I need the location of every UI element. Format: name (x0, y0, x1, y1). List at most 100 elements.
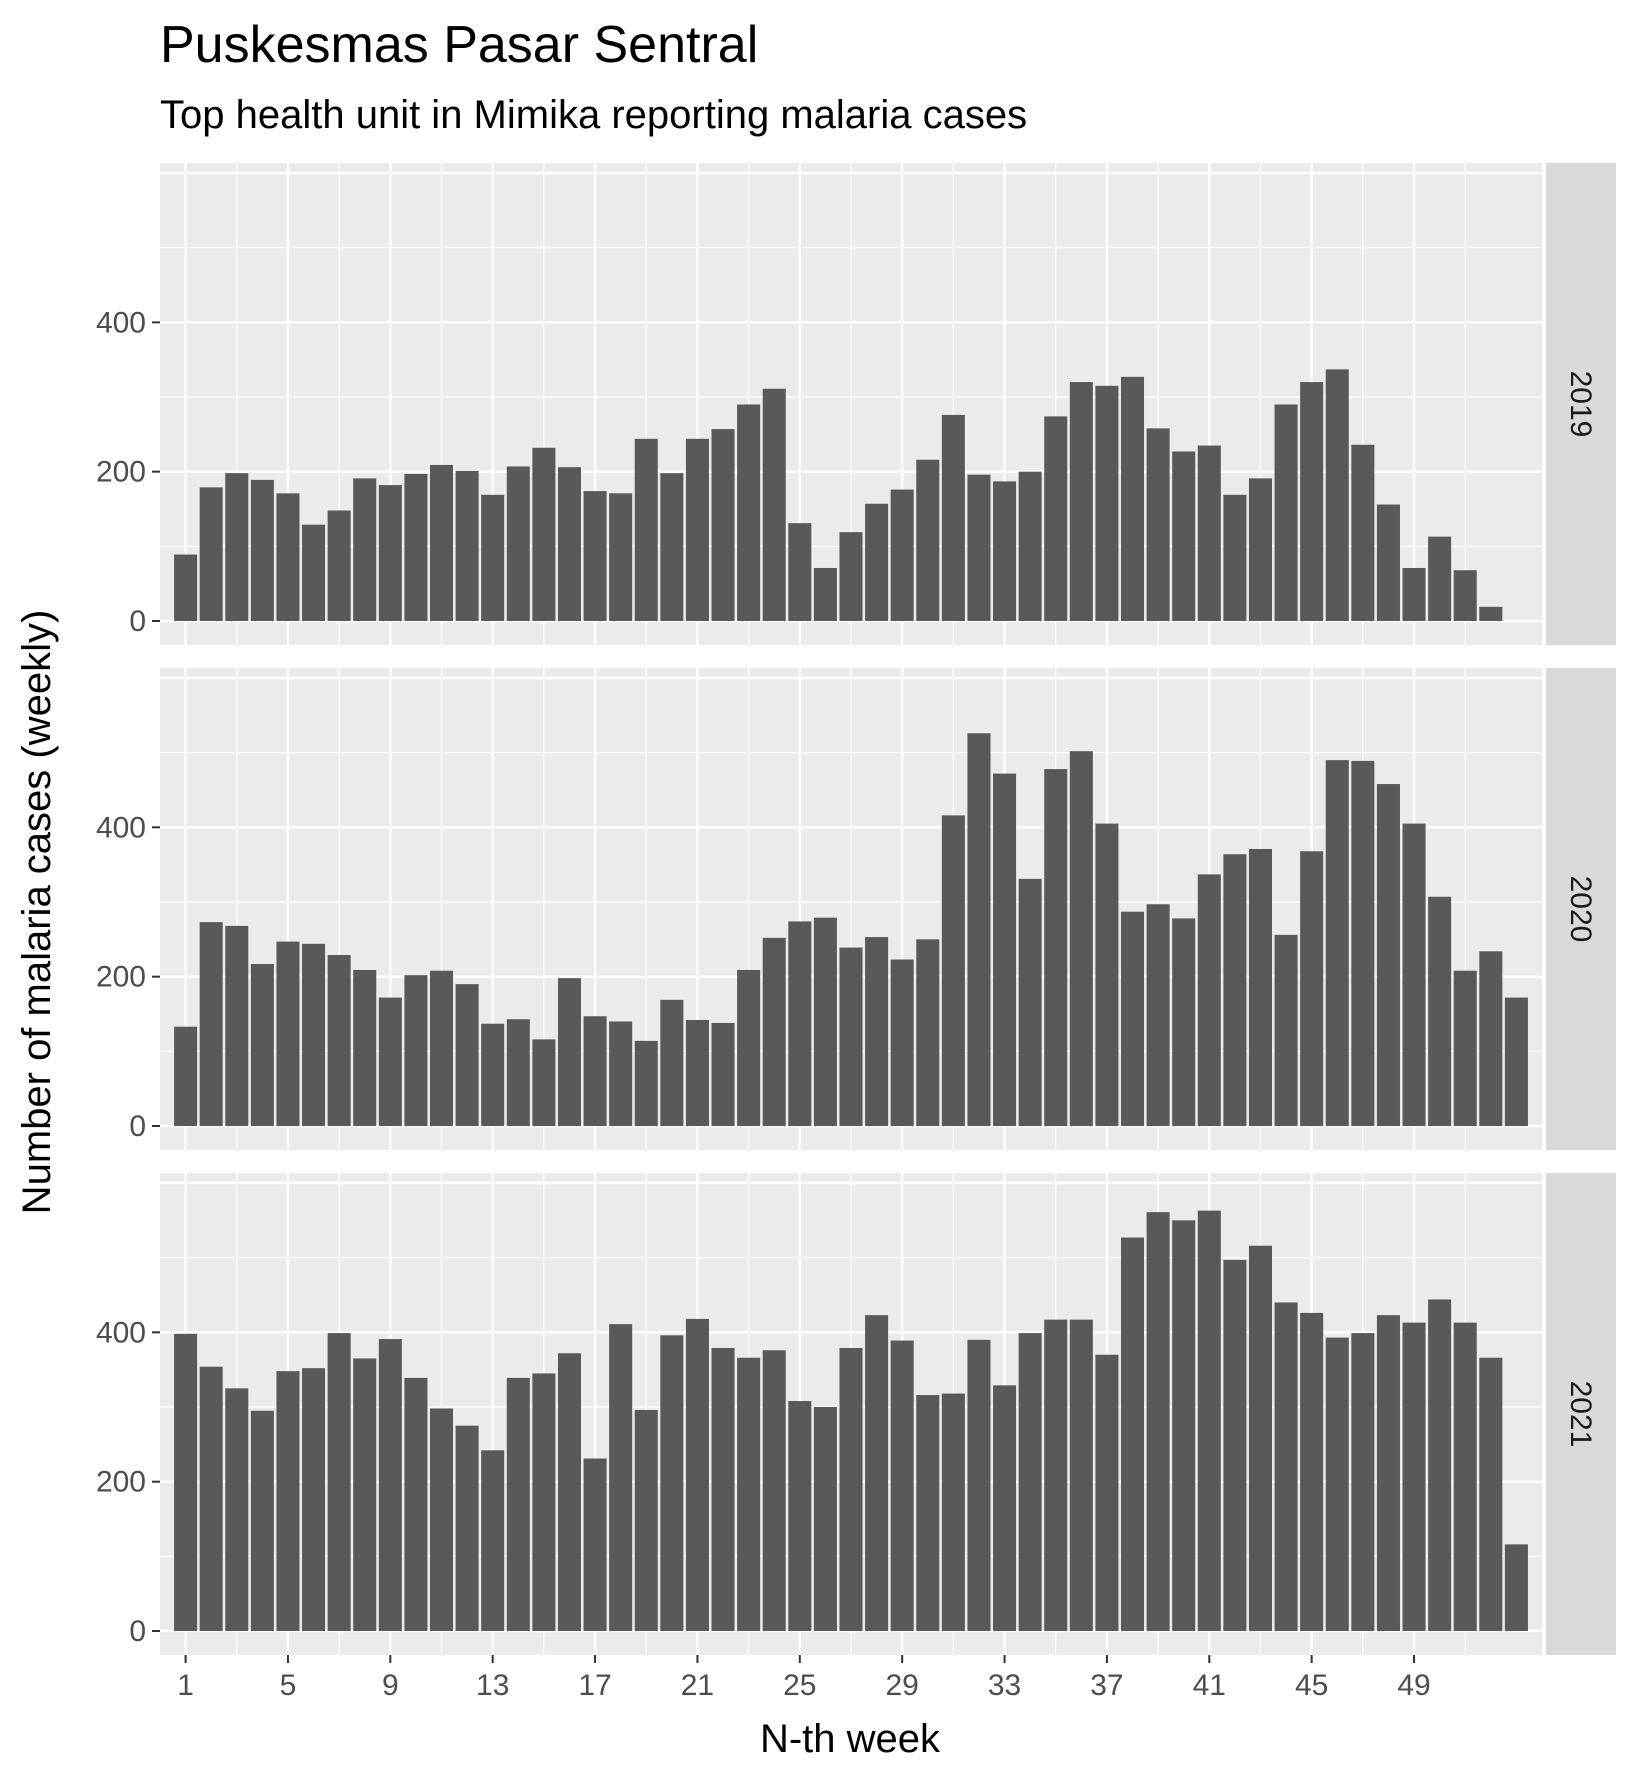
bar-2020-week-13 (481, 1023, 505, 1126)
bar-2020-week-40 (1172, 918, 1196, 1126)
bar-2019-week-18 (609, 493, 633, 621)
bar-2020-week-31 (941, 815, 965, 1126)
bar-2019-week-41 (1197, 445, 1221, 621)
bar-2021-week-39 (1146, 1212, 1170, 1631)
bar-2019-week-16 (557, 467, 581, 621)
bar-2021-week-14 (506, 1377, 530, 1631)
bar-2021-week-48 (1376, 1315, 1400, 1631)
x-tick-label: 49 (1397, 1669, 1430, 1702)
bar-2019-week-26 (813, 567, 837, 621)
bar-2021-week-42 (1223, 1259, 1247, 1631)
chart-subtitle: Top health unit in Mimika reporting mala… (160, 93, 1027, 137)
bar-2021-week-17 (583, 1458, 607, 1631)
bar-2021-week-37 (1095, 1354, 1119, 1631)
bar-2021-week-31 (941, 1393, 965, 1631)
bar-2021-week-23 (737, 1357, 761, 1631)
bar-2021-week-1 (174, 1333, 198, 1631)
bar-2019-week-5 (276, 493, 300, 621)
bar-2019-week-49 (1402, 567, 1426, 621)
bar-2020-week-29 (890, 959, 914, 1126)
bar-2021-week-24 (762, 1350, 786, 1631)
x-tick-label: 33 (988, 1669, 1021, 1702)
bar-2020-week-33 (993, 773, 1017, 1126)
x-tick-label: 17 (578, 1669, 611, 1702)
bar-2019-week-21 (685, 438, 709, 621)
bar-2019-week-34 (1018, 471, 1042, 621)
facet-panel-2019: 0 200 400 2019 (96, 163, 1616, 645)
bar-2021-week-27 (839, 1348, 863, 1631)
bar-2019-week-39 (1146, 428, 1170, 621)
y-tick-label: 200 (96, 1466, 146, 1499)
bar-2020-week-6 (302, 943, 326, 1126)
bar-2019-week-37 (1095, 385, 1119, 621)
facet-panel-2021: 0 200 400 2021 (96, 1173, 1616, 1655)
bar-2021-week-20 (660, 1335, 684, 1631)
bar-2019-week-17 (583, 491, 607, 621)
bar-2021-week-19 (634, 1409, 658, 1631)
bar-2019-week-51 (1453, 570, 1477, 621)
bar-2019-week-12 (455, 470, 479, 621)
bar-2019-week-20 (660, 473, 684, 621)
bar-2020-week-41 (1197, 874, 1221, 1126)
bar-2019-week-38 (1121, 376, 1145, 621)
bar-2019-week-11 (430, 464, 454, 621)
bar-2020-week-25 (788, 921, 812, 1126)
bar-2020-week-23 (737, 969, 761, 1126)
bar-2021-week-18 (609, 1324, 633, 1631)
facet-panels: 0 200 400 2019 0 200 400 2020 0 200 400 2021 (96, 163, 1616, 1655)
bar-2020-week-14 (506, 1019, 530, 1126)
bar-2021-week-11 (430, 1408, 454, 1631)
bar-2021-week-33 (993, 1385, 1017, 1631)
bar-2020-week-47 (1351, 760, 1375, 1126)
bar-2019-week-33 (993, 481, 1017, 621)
bar-2019-week-3 (225, 473, 249, 621)
bar-2021-week-4 (250, 1410, 274, 1631)
bar-2020-week-26 (813, 917, 837, 1126)
bar-2020-week-28 (865, 937, 889, 1126)
bar-2019-week-46 (1325, 369, 1349, 621)
x-tick-label: 37 (1090, 1669, 1123, 1702)
bar-2019-week-29 (890, 489, 914, 621)
bar-2020-week-48 (1376, 784, 1400, 1126)
bar-2019-week-8 (353, 478, 377, 621)
x-tick-label: 13 (476, 1669, 509, 1702)
bar-2019-week-14 (506, 466, 530, 621)
bar-2021-week-29 (890, 1340, 914, 1631)
bar-2020-week-36 (1069, 751, 1093, 1126)
bar-2021-week-41 (1197, 1210, 1221, 1631)
bar-2019-week-48 (1376, 504, 1400, 621)
x-tick-label: 1 (177, 1669, 194, 1702)
bar-2020-week-1 (174, 1026, 198, 1126)
x-tick-label: 5 (280, 1669, 297, 1702)
bar-2020-week-42 (1223, 854, 1247, 1126)
bar-2019-week-25 (788, 523, 812, 621)
y-tick-label: 200 (96, 961, 146, 994)
bar-2021-week-26 (813, 1407, 837, 1631)
bar-2019-week-42 (1223, 494, 1247, 621)
bar-2019-week-24 (762, 388, 786, 621)
bar-2020-week-5 (276, 941, 300, 1126)
bar-2019-week-2 (199, 487, 223, 621)
bar-2021-week-32 (967, 1339, 991, 1631)
bar-2019-week-10 (404, 473, 428, 621)
y-axis-title: Number of malaria cases (weekly) (15, 610, 59, 1215)
bar-2021-week-43 (1248, 1245, 1272, 1631)
facet-strip-label: 2020 (1564, 876, 1597, 943)
bar-2019-week-13 (481, 494, 505, 621)
bar-2021-week-22 (711, 1348, 735, 1631)
bar-2021-week-53 (1504, 1544, 1528, 1631)
bar-2020-week-34 (1018, 878, 1042, 1126)
bar-2019-week-44 (1274, 404, 1298, 621)
bar-2021-week-10 (404, 1377, 428, 1631)
bar-2020-week-38 (1121, 911, 1145, 1126)
bar-2021-week-9 (378, 1339, 402, 1631)
y-tick-label: 0 (129, 1615, 146, 1648)
bar-2020-week-20 (660, 999, 684, 1126)
facet-strip-label: 2021 (1564, 1381, 1597, 1448)
bar-2019-week-4 (250, 479, 274, 621)
bar-2019-week-6 (302, 524, 326, 621)
bar-2021-week-40 (1172, 1220, 1196, 1631)
x-tick-label: 41 (1193, 1669, 1226, 1702)
y-tick-label: 0 (129, 605, 146, 638)
